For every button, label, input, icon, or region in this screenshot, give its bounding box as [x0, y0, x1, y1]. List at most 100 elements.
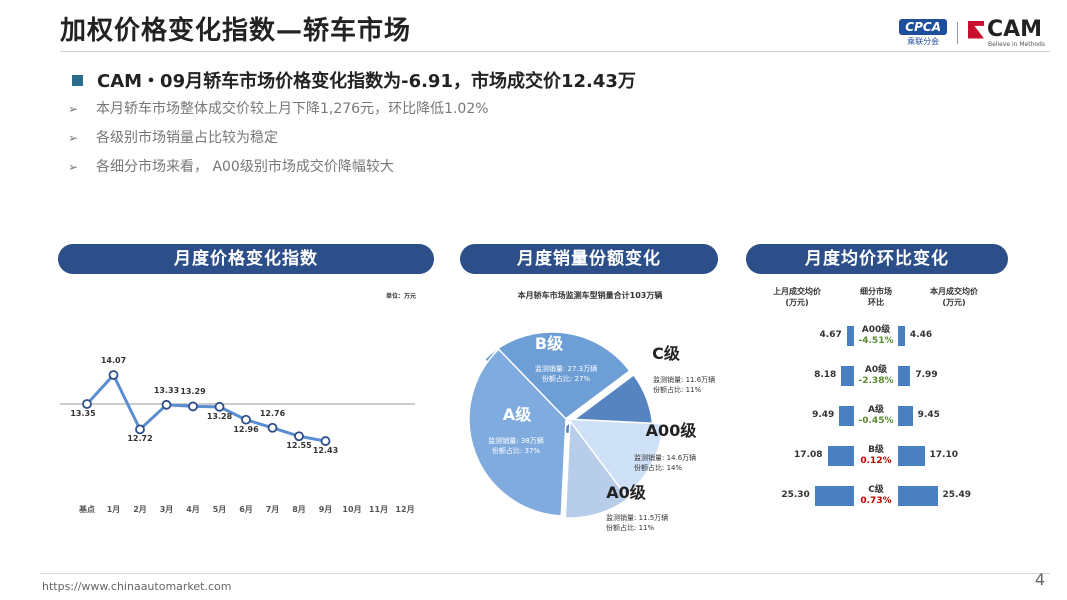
data-point	[214, 401, 225, 412]
summary-bullet: ➢ 各细分市场来看， A00级别市场成交价降幅较大	[68, 156, 489, 185]
data-point	[294, 431, 304, 442]
curr-price-bar	[898, 406, 913, 426]
pie-slice-name: A级	[502, 405, 532, 424]
x-tick-label: 8月	[292, 505, 306, 514]
header-logos: CPCA 乘联分会 CAM Believe in Methods	[899, 16, 1045, 50]
pie-slice	[564, 418, 630, 519]
curr-price-value: 25.49	[942, 490, 971, 500]
pie-slice-volume: 监测销量: 11.5万辆	[606, 514, 669, 522]
arrow-bullet-icon: ➢	[68, 160, 79, 174]
segment-change: A级 -0.45%	[854, 405, 898, 427]
cpca-logo-subtext: 乘联分会	[907, 37, 940, 46]
x-tick-label: 11月	[368, 505, 389, 514]
data-label: 13.29	[180, 387, 206, 397]
cpca-logo-text: CPCA	[899, 19, 947, 35]
panel-title-price-index: 月度价格变化指数	[58, 244, 434, 274]
pie-slice	[468, 348, 567, 517]
pie-slice-share: 份额占比: 37%	[491, 447, 541, 455]
table-header: 上月成交均价 (万元)	[773, 287, 821, 307]
data-label: 12.76	[259, 408, 286, 418]
segment-name: A级	[868, 405, 884, 415]
footer-divider	[40, 573, 1050, 574]
x-tick-label: 2月	[133, 505, 147, 514]
pie-slice	[483, 331, 631, 430]
prev-price-bar	[814, 486, 854, 506]
prev-price-value: 17.08	[794, 450, 823, 460]
segment-name: C级	[868, 485, 884, 495]
prev-price-bar	[827, 446, 854, 466]
segment-name: B级	[868, 445, 884, 455]
data-point	[188, 401, 198, 412]
cpca-logo: CPCA 乘联分会	[899, 19, 947, 47]
data-point	[135, 424, 145, 435]
segment-change-value: -0.45%	[858, 416, 894, 426]
square-bullet-icon	[72, 74, 83, 86]
segment-change-value: 0.12%	[860, 456, 892, 466]
pie-chart-title: 本月轿车市场监测车型销量合计103万辆	[517, 291, 663, 300]
pie-slice-detail: 监测销量: 11.5万辆 份额占比: 11%	[606, 513, 668, 533]
curr-price-value: 9.45	[917, 410, 940, 420]
cam-logo: CAM Believe in Methods	[968, 18, 1045, 48]
segment-change: B级 0.12%	[854, 445, 898, 467]
pie-slice-share: 份额占比: 11%	[653, 386, 702, 394]
segment-name: A00级	[861, 325, 891, 335]
pie-slice-name: B级	[534, 334, 564, 353]
curr-price-bar	[898, 366, 911, 386]
pie-slice-volume: 监测销量: 38万辆	[488, 437, 544, 445]
prev-price-value: 4.67	[819, 330, 842, 340]
segment-change-value: 0.73%	[860, 496, 892, 506]
prev-price-bar	[841, 366, 854, 386]
summary-bullet: ➢ 本月轿车市场整体成交价较上月下降1,276元，环比降低1.02%	[68, 98, 489, 127]
summary-headline-text: CAM・09月轿车市场价格变化指数为-6.91，市场成交价12.43万	[97, 71, 636, 92]
pie-slice-share: 份额占比: 11%	[606, 524, 655, 532]
prev-price-bar	[846, 326, 854, 346]
x-tick-label: 12月	[395, 505, 415, 514]
data-label: 12.72	[127, 434, 153, 444]
curr-price-value: 7.99	[915, 370, 938, 380]
pie-slice-detail: 监测销量: 27.3万辆 份额占比: 27%	[535, 364, 597, 384]
footer-url[interactable]: https://www.chinaautomarket.com	[42, 580, 232, 593]
segment-change: A0级 -2.38%	[854, 365, 898, 387]
data-point	[82, 399, 92, 409]
curr-price-bar	[898, 486, 938, 506]
table-header: 细分市场 环比	[860, 287, 892, 307]
curr-price-bar	[898, 326, 905, 346]
segment-change-value: -2.38%	[858, 376, 894, 386]
x-tick-label: 6月	[239, 505, 253, 514]
x-tick-label: 3月	[159, 505, 174, 514]
cam-mark-icon	[968, 20, 984, 39]
arrow-bullet-icon: ➢	[68, 131, 79, 145]
summary-bullet: ➢ 各级别市场销量占比较为稳定	[68, 127, 489, 156]
data-label: 13.35	[70, 409, 96, 418]
table-header: 本月成交均价 (万元)	[930, 287, 978, 307]
data-point	[267, 422, 278, 433]
data-label: 12.43	[312, 446, 339, 456]
header-divider	[60, 51, 1050, 52]
line-chart-unit: 单位：万元	[386, 293, 417, 300]
data-label: 13.33	[153, 385, 180, 395]
pie-slice-detail: 监测销量: 14.6万辆 份额占比: 14%	[634, 453, 696, 473]
x-tick-label: 5月	[212, 505, 227, 514]
segment-change: A00级 -4.51%	[854, 325, 898, 347]
pie-slice-share: 份额占比: 14%	[634, 464, 683, 472]
panel-title-avg-price: 月度均价环比变化	[746, 244, 1008, 274]
data-point	[161, 399, 172, 410]
data-label: 13.28	[206, 411, 233, 421]
pie-slice-name: A00级	[645, 421, 697, 440]
data-point	[108, 370, 119, 380]
data-point	[241, 414, 251, 425]
pie-slice-share: 份额占比: 27%	[541, 375, 591, 383]
prev-price-value: 9.49	[812, 410, 835, 420]
pie-slice-detail: 监测销量: 38万辆 份额占比: 37%	[488, 436, 544, 456]
cam-logo-subtext: Believe in Methods	[988, 40, 1045, 48]
pie-slice-detail: 监测销量: 11.6万辆 份额占比: 11%	[653, 375, 715, 395]
arrow-bullet-icon: ➢	[68, 102, 79, 116]
summary-bullet-text: 各细分市场来看， A00级别市场成交价降幅较大	[96, 159, 394, 175]
summary-headline: CAM・09月轿车市场价格变化指数为-6.91，市场成交价12.43万	[72, 67, 636, 93]
segment-name: A0级	[864, 365, 888, 375]
prev-price-value: 25.30	[781, 490, 810, 500]
curr-price-value: 4.46	[909, 330, 933, 340]
pie-slice-name: C级	[652, 344, 680, 363]
x-tick-label: 10月	[342, 505, 362, 514]
